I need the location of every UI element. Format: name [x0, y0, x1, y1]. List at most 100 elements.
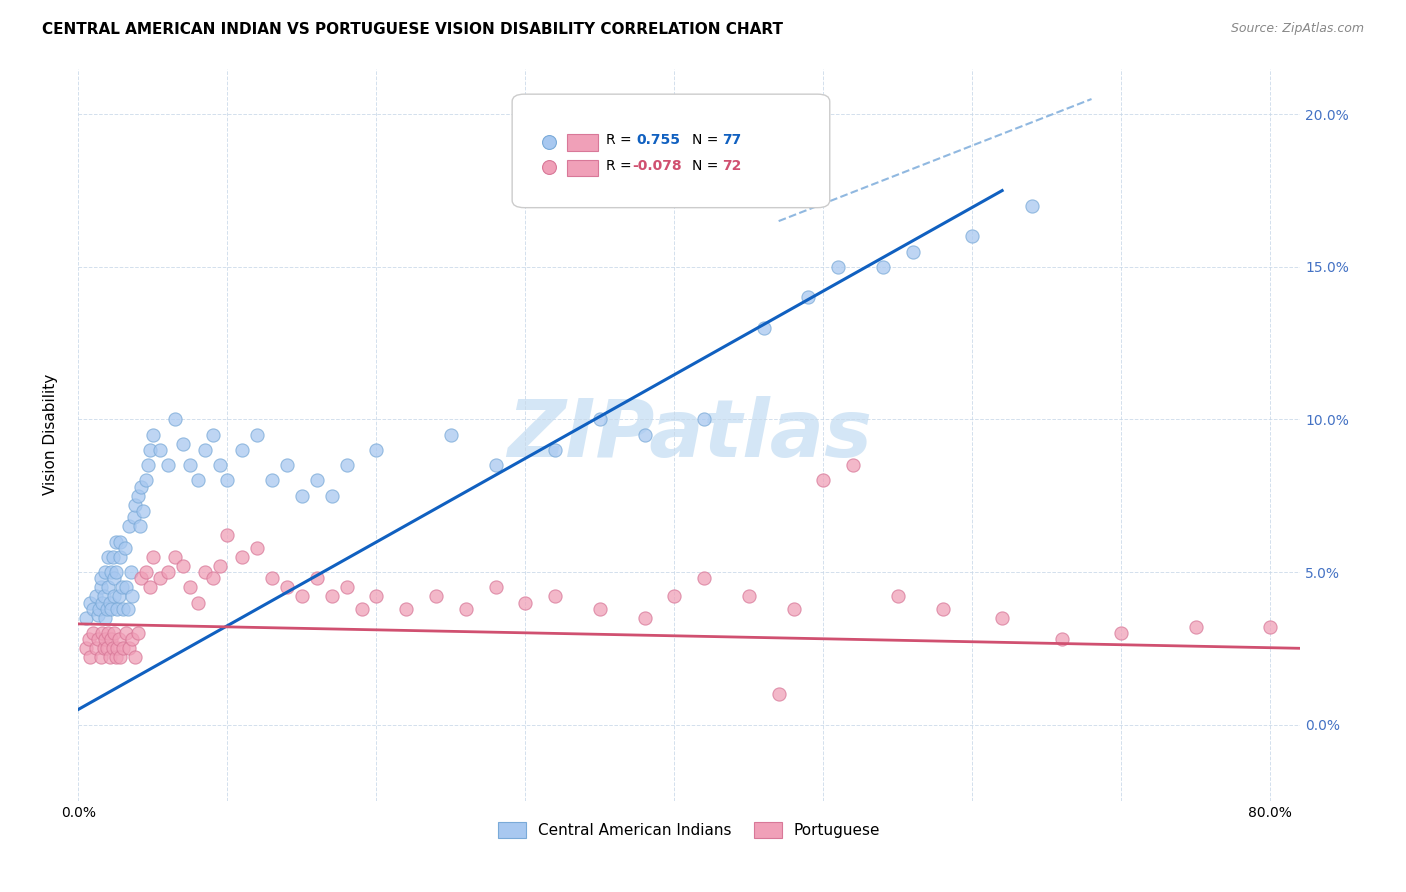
Text: N =: N =: [692, 159, 718, 173]
Point: [246, 541, 269, 555]
Point: [86, 641, 108, 656]
Point: [350, 601, 373, 615]
Point: [276, 580, 298, 594]
Point: [75, 611, 97, 625]
Point: [484, 458, 506, 473]
Point: [104, 534, 127, 549]
Point: [454, 601, 477, 615]
Point: [104, 565, 127, 579]
Point: [115, 580, 138, 594]
Point: [117, 601, 139, 615]
Point: [90, 580, 112, 594]
Point: [1258, 620, 1281, 634]
Point: [633, 427, 655, 442]
Point: [142, 549, 165, 564]
Point: [208, 558, 231, 573]
Point: [94, 565, 117, 579]
Y-axis label: Vision Disability: Vision Disability: [44, 374, 58, 495]
Point: [1111, 626, 1133, 640]
Point: [91, 595, 114, 609]
Point: [108, 549, 131, 564]
Point: [544, 590, 567, 604]
Point: [138, 458, 160, 473]
Point: [101, 549, 124, 564]
Point: [100, 565, 122, 579]
Point: [194, 565, 217, 579]
FancyBboxPatch shape: [512, 95, 830, 208]
Point: [149, 571, 172, 585]
Point: [887, 590, 910, 604]
Point: [139, 580, 162, 594]
Point: [108, 650, 131, 665]
Text: 77: 77: [723, 133, 741, 146]
Point: [103, 626, 125, 640]
Point: [101, 641, 124, 656]
Point: [156, 565, 179, 579]
Point: [97, 580, 120, 594]
Point: [515, 595, 537, 609]
Point: [139, 442, 162, 457]
Point: [231, 442, 253, 457]
Point: [336, 458, 359, 473]
Point: [366, 442, 388, 457]
Point: [813, 474, 835, 488]
Point: [217, 474, 239, 488]
Point: [291, 590, 314, 604]
Point: [321, 590, 343, 604]
Point: [114, 541, 136, 555]
Point: [120, 565, 142, 579]
Point: [217, 528, 239, 542]
Text: R =: R =: [606, 133, 631, 146]
Point: [98, 595, 121, 609]
Point: [111, 580, 134, 594]
Point: [93, 590, 115, 604]
Point: [165, 549, 187, 564]
Legend: Central American Indians, Portuguese: Central American Indians, Portuguese: [492, 816, 887, 845]
Text: N =: N =: [692, 133, 718, 146]
Point: [872, 260, 894, 274]
Point: [1184, 620, 1206, 634]
Point: [842, 458, 865, 473]
Point: [589, 601, 612, 615]
Point: [262, 474, 284, 488]
Point: [91, 626, 114, 640]
Point: [194, 442, 217, 457]
Point: [115, 626, 138, 640]
Point: [100, 601, 122, 615]
Point: [231, 549, 253, 564]
Point: [87, 607, 110, 622]
Point: [589, 412, 612, 426]
Point: [395, 601, 418, 615]
Point: [752, 321, 775, 335]
Point: [827, 260, 849, 274]
Point: [246, 427, 269, 442]
Point: [305, 474, 328, 488]
Point: [664, 590, 686, 604]
Point: [962, 229, 984, 244]
Point: [156, 458, 179, 473]
Point: [1050, 632, 1073, 647]
Point: [108, 534, 131, 549]
Point: [124, 498, 146, 512]
Point: [127, 626, 149, 640]
Point: [107, 590, 129, 604]
Point: [425, 590, 447, 604]
Point: [77, 632, 100, 647]
Point: [94, 632, 117, 647]
Point: [291, 489, 314, 503]
Text: 72: 72: [723, 159, 741, 173]
Point: [82, 601, 104, 615]
Point: [201, 427, 224, 442]
Point: [149, 442, 172, 457]
Point: [134, 565, 156, 579]
Point: [94, 611, 117, 625]
Point: [1021, 199, 1043, 213]
Point: [440, 427, 463, 442]
Text: Source: ZipAtlas.com: Source: ZipAtlas.com: [1230, 22, 1364, 36]
Point: [276, 458, 298, 473]
Point: [544, 442, 567, 457]
Point: [105, 601, 128, 615]
Point: [134, 474, 156, 488]
Point: [142, 427, 165, 442]
Point: [931, 601, 953, 615]
